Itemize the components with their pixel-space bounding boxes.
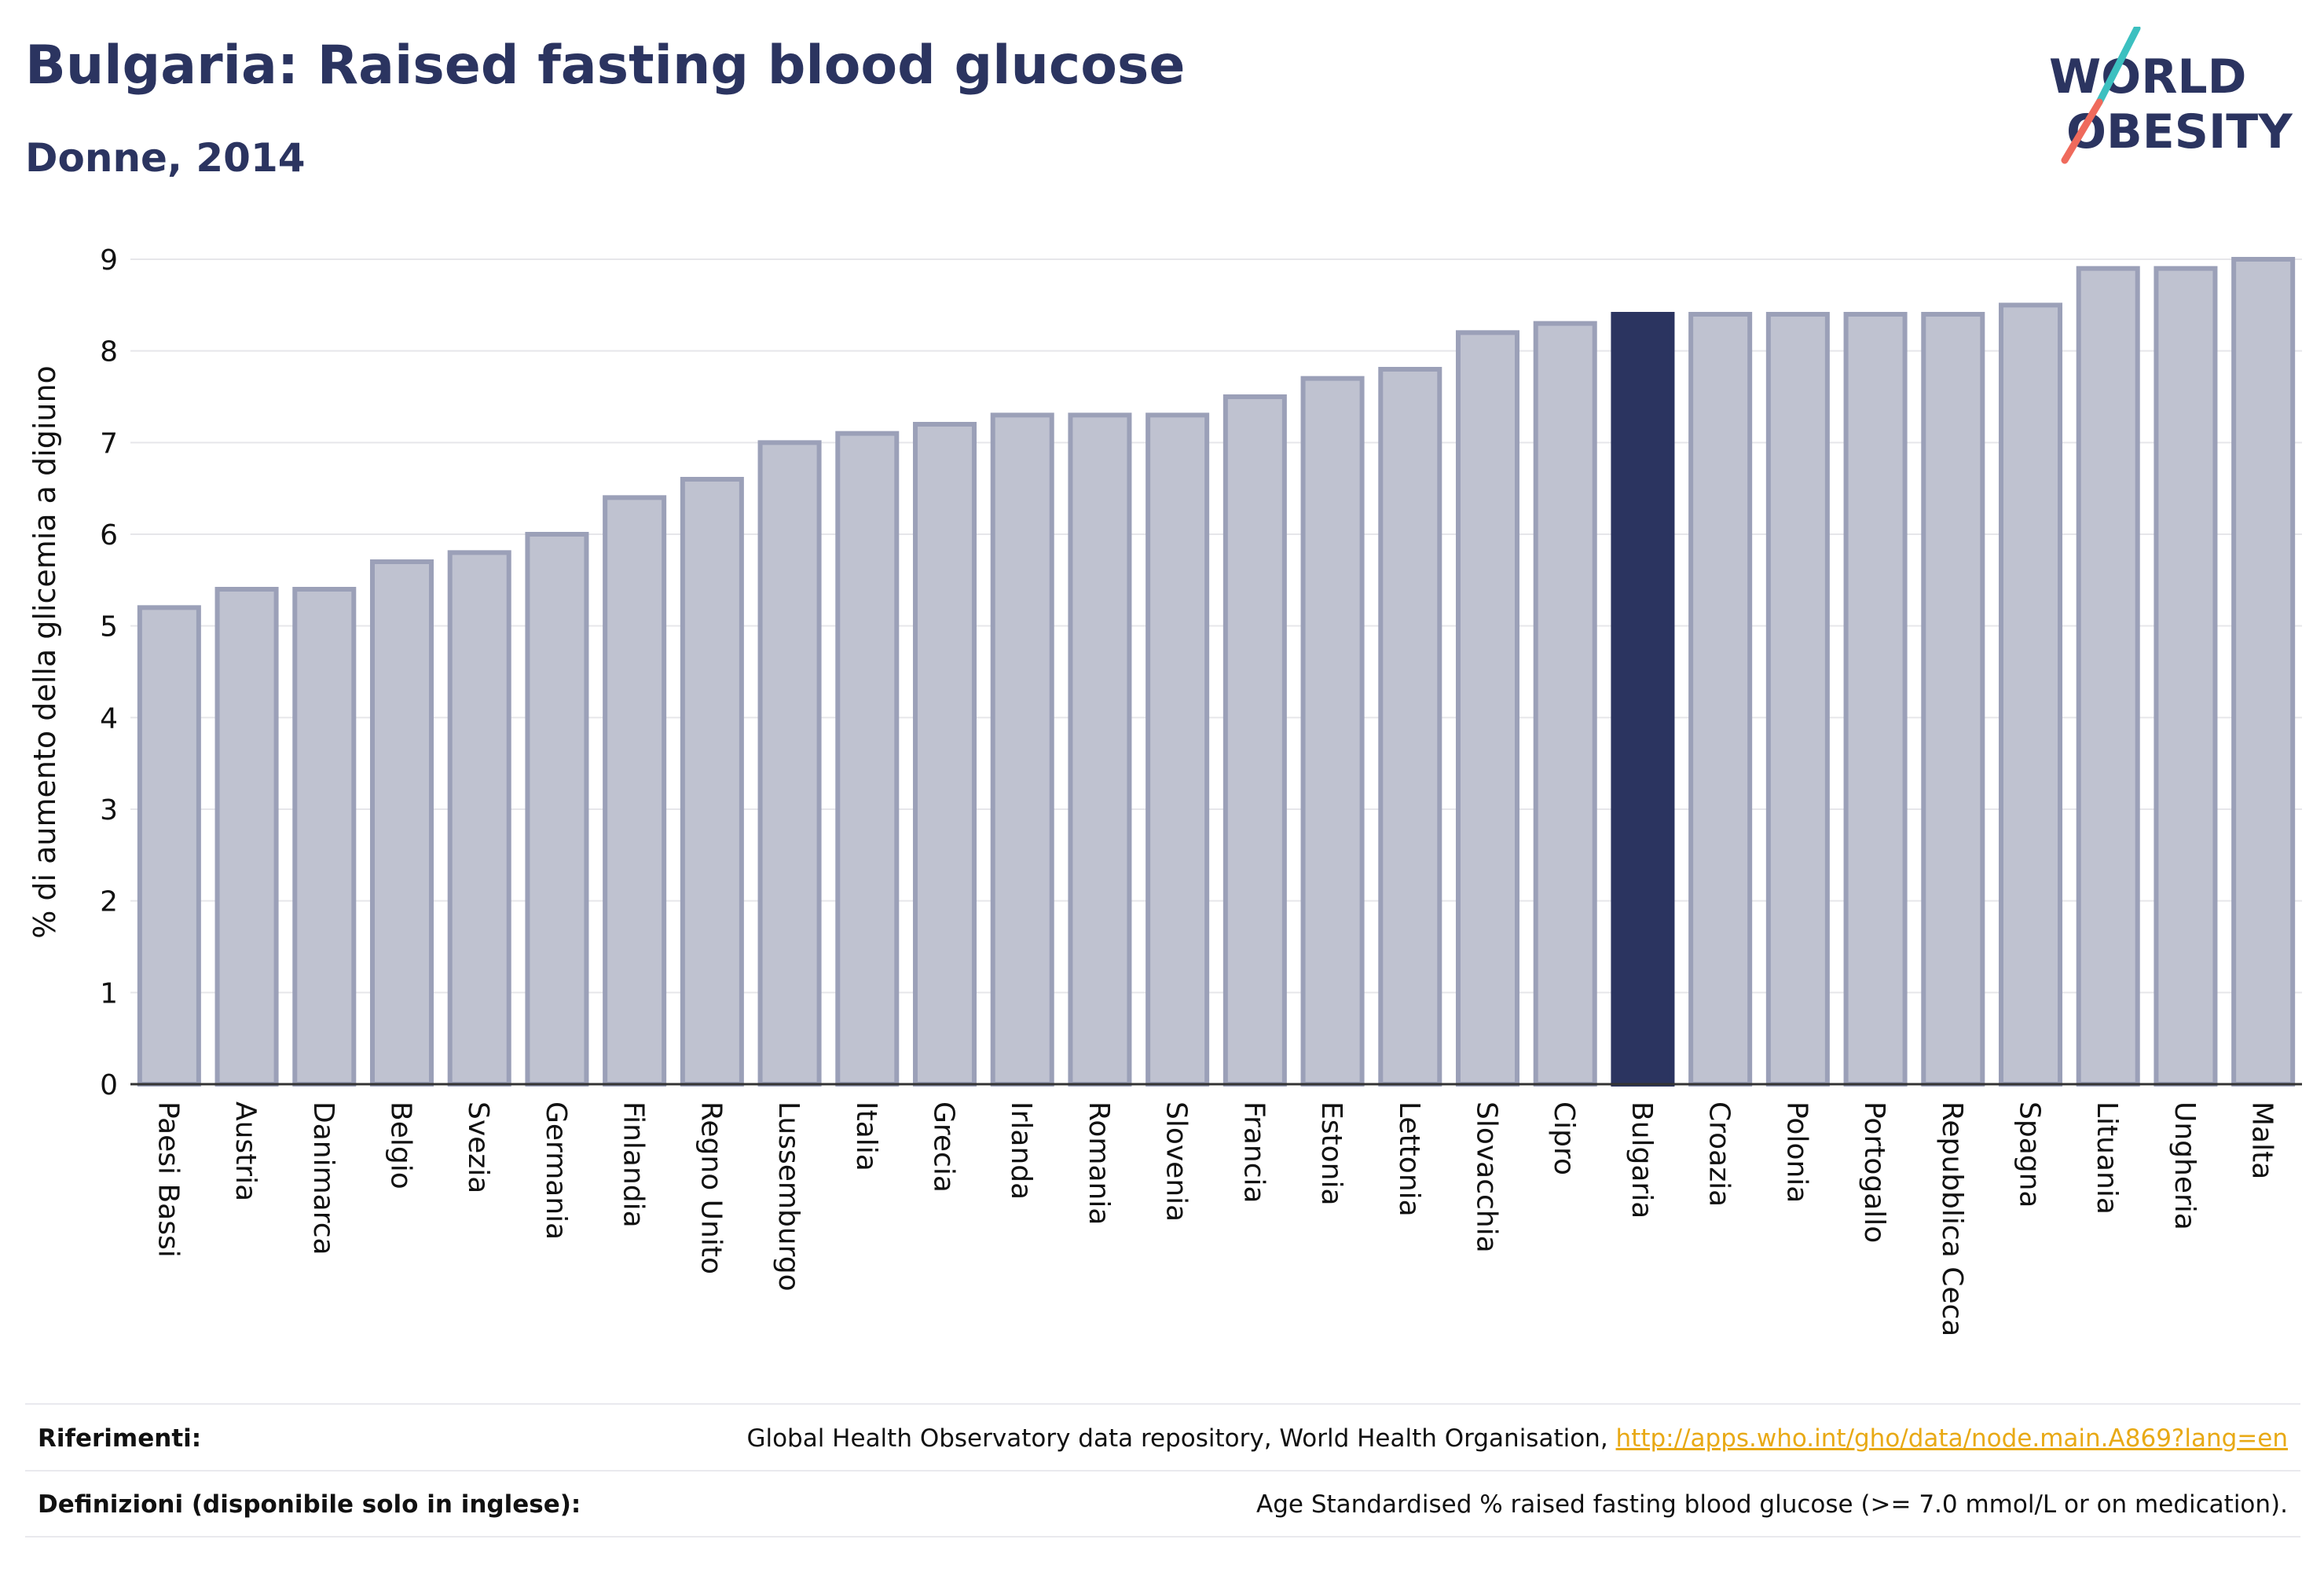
x-tick-label: Spagna [2014, 1101, 2046, 1208]
bar-lettonia [1378, 367, 1442, 1087]
references-link[interactable]: http://apps.who.int/gho/data/node.main.A… [1615, 1424, 2288, 1453]
bar-croazia [1688, 312, 1753, 1087]
bar-cipro [1533, 321, 1597, 1087]
x-tick-label: Bulgaria [1626, 1101, 1658, 1219]
x-tick-label: Danimarca [307, 1101, 339, 1255]
x-tick-label: Malta [2246, 1101, 2278, 1179]
bar-paesi-bassi [137, 605, 201, 1087]
x-tick-label: Lettonia [1393, 1101, 1425, 1217]
x-tick-label: Estonia [1315, 1101, 1347, 1206]
bar-slovacchia [1455, 330, 1520, 1087]
bar-portogallo [1843, 312, 1908, 1087]
y-tick-label: 5 [100, 611, 118, 643]
y-axis-label: % di aumento della glicemia a digiuno [27, 365, 62, 939]
bar-regno-unito [680, 477, 744, 1087]
bar-layer [137, 257, 2296, 1087]
axis-layer: 0 1 2 3 4 5 6 7 8 9 Paesi Bassi Austria Danimarca Bel… [100, 244, 2302, 1336]
x-tick-label: Lussemburgo [772, 1101, 805, 1292]
bar-grecia [912, 422, 977, 1087]
x-tick-label: Svezia [462, 1101, 494, 1193]
logo-slash-coral [2061, 98, 2103, 164]
references-value: Global Health Observatory data repositor… [746, 1424, 2288, 1453]
bar-lituania [2076, 266, 2140, 1087]
x-tick-label: Romania [1083, 1101, 1115, 1225]
bar-germania [525, 532, 589, 1087]
y-tick-label: 8 [100, 336, 118, 368]
x-tick-label: Croazia [1703, 1101, 1736, 1207]
x-tick-label: Repubblica Ceca [1936, 1101, 1968, 1336]
chart-subtitle: Donne, 2014 [25, 135, 306, 181]
y-tick-label: 2 [100, 886, 118, 918]
bar-chart: 0 1 2 3 4 5 6 7 8 9 Paesi Bassi Austria Danimarca Bel… [27, 244, 2302, 1336]
bar-repubblica-ceca [1921, 312, 1985, 1087]
world-obesity-logo: WORLD OBESITY [2049, 27, 2293, 164]
logo-slash-teal [2095, 27, 2141, 106]
y-tick-label: 3 [100, 794, 118, 826]
bar-italia [835, 431, 900, 1087]
y-tick-label: 7 [100, 427, 118, 460]
x-tick-label: Ungheria [2168, 1101, 2201, 1230]
x-tick-label: Irlanda [1005, 1101, 1037, 1200]
x-tick-label: Polonia [1780, 1101, 1813, 1203]
chart-title: Bulgaria: Raised fasting blood glucose [25, 35, 1186, 97]
bar-svezia [447, 550, 511, 1087]
x-tick-label: Lituania [2091, 1101, 2123, 1215]
bar-slovenia [1146, 412, 1210, 1087]
bar-ungheria [2154, 266, 2218, 1087]
references-text: Global Health Observatory data repositor… [746, 1424, 1616, 1453]
x-tick-label: Portogallo [1858, 1101, 1890, 1243]
x-tick-label: Slovacchia [1471, 1101, 1503, 1253]
logo-line2: OBESITY [2066, 104, 2293, 159]
y-tick-label: 9 [100, 244, 118, 277]
bar-spagna [1998, 302, 2063, 1087]
footer-divider-middle [25, 1470, 2300, 1472]
y-tick-label: 6 [100, 519, 118, 552]
bar-polonia [1765, 312, 1830, 1087]
y-tick-label: 4 [100, 702, 118, 735]
x-tick-label: Francia [1237, 1101, 1270, 1204]
x-tick-label: Italia [850, 1101, 882, 1171]
x-tick-label: Grecia [928, 1101, 960, 1193]
bar-francia [1222, 394, 1287, 1087]
definitions-label: Definizioni (disponibile solo in inglese… [38, 1490, 581, 1519]
x-tick-label: Germania [540, 1101, 572, 1240]
x-tick-label: Paesi Bassi [152, 1101, 184, 1258]
x-tick-label: Regno Unito [695, 1101, 727, 1274]
bar-austria [214, 587, 279, 1087]
x-tick-label: Finlandia [618, 1101, 650, 1228]
x-tick-label: Slovenia [1160, 1101, 1193, 1222]
references-row: Riferimenti: Global Health Observatory d… [25, 1406, 2300, 1471]
bar-estonia [1300, 376, 1365, 1087]
references-label: Riferimenti: [38, 1424, 202, 1453]
definitions-row: Definizioni (disponibile solo in inglese… [25, 1472, 2300, 1537]
bar-belgio [369, 559, 434, 1087]
bar-lussemburgo [757, 440, 822, 1087]
y-tick-label: 0 [100, 1069, 118, 1101]
bar-finlandia [603, 495, 667, 1087]
definitions-value: Age Standardised % raised fasting blood … [1256, 1490, 2288, 1519]
bar-irlanda [990, 412, 1054, 1087]
logo-line1: WORLD [2049, 49, 2246, 104]
bar-romania [1068, 412, 1132, 1087]
bar-danimarca [292, 587, 357, 1087]
x-tick-label: Austria [229, 1101, 262, 1201]
footer-divider-bottom [25, 1536, 2300, 1538]
y-tick-label: 1 [100, 977, 118, 1010]
x-tick-label: Belgio [385, 1101, 417, 1189]
x-tick-label: Cipro [1548, 1101, 1580, 1175]
bar-malta [2231, 257, 2296, 1087]
footer-divider-top [25, 1403, 2300, 1405]
bar-bulgaria [1611, 312, 1675, 1087]
